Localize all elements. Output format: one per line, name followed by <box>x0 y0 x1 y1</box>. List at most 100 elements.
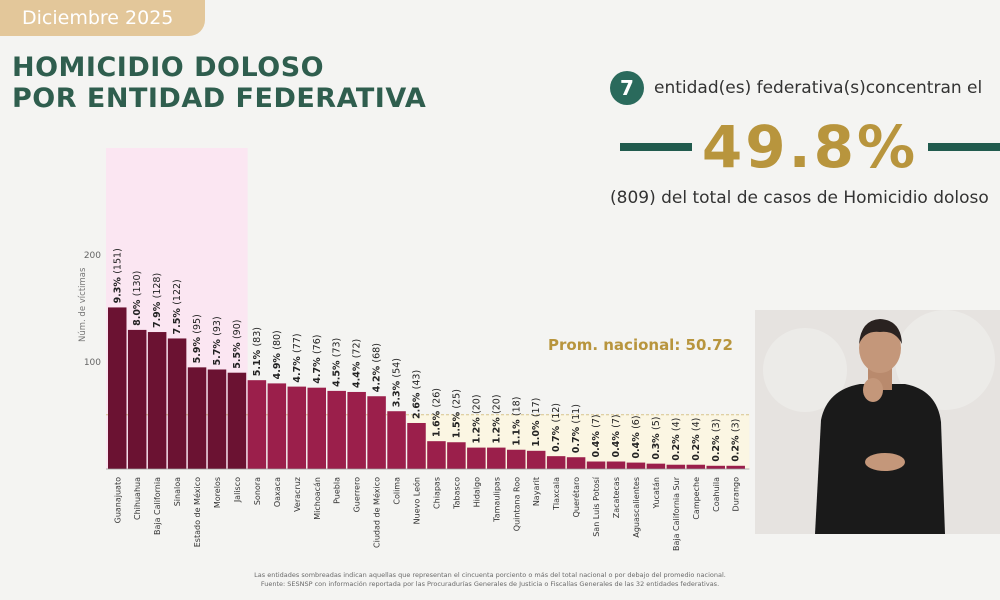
bar-percent-label: 0.2% <box>671 431 682 461</box>
bar <box>427 441 446 469</box>
category-label: Zacatecas <box>612 477 621 518</box>
y-tick-label: 200 <box>84 251 101 261</box>
source-note: Las entidades sombreadas indican aquella… <box>210 571 770 589</box>
bar-percent-label: 2.6% <box>412 389 423 419</box>
bar-data-label: 1.1% (18) <box>511 397 522 446</box>
page-title-line-1: HOMICIDIO DOLOSO <box>12 52 325 83</box>
bar-percent-label: 4.2% <box>372 363 383 393</box>
bar-count-label: (17) <box>531 398 542 418</box>
bar <box>287 386 307 469</box>
page-title: HOMICIDIO DOLOSO POR ENTIDAD FEDERATIVA <box>12 52 426 114</box>
category-label: Estado de México <box>192 477 202 547</box>
bar-data-label: 5.7% (93) <box>212 316 223 365</box>
category-label: San Luis Potosí <box>592 476 601 537</box>
category-label: Oaxaca <box>273 477 282 507</box>
bar-count-label: (130) <box>132 271 143 297</box>
bar-data-label: 0.2% (3) <box>711 419 722 462</box>
concentration-percent: 49.8% <box>701 113 919 181</box>
bar <box>247 380 267 469</box>
bar-percent-label: 9.3% <box>112 274 123 304</box>
category-label: Puebla <box>333 477 342 504</box>
bar-data-label: 1.6% (26) <box>431 388 442 437</box>
bar-data-label: 1.2% (20) <box>491 394 502 443</box>
category-label: Querétaro <box>571 477 581 517</box>
bar-data-label: 0.2% (4) <box>671 418 682 461</box>
category-label: Guanajuato <box>113 477 122 523</box>
bar-data-label: 0.4% (7) <box>611 414 622 457</box>
sign-language-interpreter-inset <box>755 310 1000 534</box>
bar-percent-label: 1.6% <box>431 408 442 438</box>
bar <box>706 465 725 469</box>
category-label: Hidalgo <box>472 477 481 508</box>
bar-percent-label: 0.7% <box>551 423 562 453</box>
category-label: Tlaxcala <box>552 477 561 511</box>
source-note-line-1: Las entidades sombreadas indican aquella… <box>254 571 726 579</box>
category-label: Ciudad de México <box>372 477 382 548</box>
y-axis-label: Núm. de víctimas <box>78 267 88 342</box>
bar-count-label: (3) <box>711 419 722 432</box>
category-label: Sonora <box>253 477 262 505</box>
bar-count-label: (95) <box>192 314 203 334</box>
bar-percent-label: 0.2% <box>711 432 722 462</box>
bar <box>726 465 745 469</box>
bar-percent-label: 0.2% <box>731 432 742 462</box>
decorative-line-right <box>928 143 1000 151</box>
bar-count-label: (77) <box>292 333 303 353</box>
homicide-bar-chart: Prom. nacional: 50.72 100 200 Núm. de vícti… <box>78 148 750 551</box>
bar-percent-label: 4.9% <box>272 350 283 380</box>
bar-data-label: 4.5% (73) <box>332 338 343 387</box>
bar-percent-label: 0.4% <box>591 428 602 458</box>
category-label: Veracruz <box>293 477 302 512</box>
bar-percent-label: 5.5% <box>232 339 243 369</box>
bar-data-label: 1.0% (17) <box>531 398 542 447</box>
bar-count-label: (20) <box>471 394 482 414</box>
bar-count-label: (7) <box>611 414 622 427</box>
source-note-line-2: Fuente: SESNSP con información reportada… <box>260 580 720 588</box>
bar <box>507 449 526 469</box>
bar-data-label: 0.4% (7) <box>591 414 602 457</box>
bar-data-label: 4.4% (72) <box>352 339 363 388</box>
summary-line: 7 entidad(es) federativa(s)concentran el <box>610 70 982 106</box>
category-label: Durango <box>732 477 741 512</box>
category-label: Tamaulipas <box>492 477 501 523</box>
average-label: Prom. nacional: 50.72 <box>548 336 733 354</box>
category-label: Yucatán <box>652 477 661 509</box>
bar <box>327 390 346 469</box>
bar-count-label: (93) <box>212 316 223 336</box>
decorative-line-left <box>620 143 692 151</box>
bar-count-label: (4) <box>671 418 682 431</box>
bar-data-label: 5.9% (95) <box>192 314 203 363</box>
bar <box>546 456 566 469</box>
bar <box>666 464 686 469</box>
bar-percent-label: 4.4% <box>352 358 363 388</box>
category-label: Aguascalientes <box>632 477 641 538</box>
bar <box>127 329 147 469</box>
bar-count-label: (73) <box>332 338 343 358</box>
bar-data-label: 2.6% (43) <box>412 370 423 419</box>
bar-count-label: (90) <box>232 320 243 340</box>
bar-data-label: 0.7% (12) <box>551 403 562 452</box>
bar <box>227 372 247 469</box>
category-label: Quintana Roo <box>512 477 521 531</box>
bar <box>207 369 227 469</box>
bar-percent-label: 1.2% <box>491 414 502 444</box>
bar-count-label: (4) <box>691 418 702 431</box>
bar-count-label: (18) <box>511 397 522 417</box>
bar <box>307 387 326 469</box>
bar-count-label: (43) <box>412 370 423 390</box>
page-title-line-2: POR ENTIDAD FEDERATIVA <box>12 83 427 114</box>
category-label: Baja California <box>153 477 162 535</box>
bar-count-label: (80) <box>272 330 283 350</box>
bar <box>108 307 127 469</box>
bar <box>387 411 406 469</box>
bar-percent-label: 5.7% <box>212 336 223 366</box>
bar-percent-label: 4.7% <box>312 354 323 384</box>
bar-data-label: 0.4% (6) <box>631 415 642 458</box>
bar-data-label: 0.2% (4) <box>691 418 702 461</box>
category-label: Michoacán <box>313 477 322 520</box>
y-tick-label: 100 <box>84 358 101 368</box>
bar-percent-label: 7.9% <box>152 298 163 328</box>
bar-data-label: 5.1% (83) <box>252 327 263 376</box>
bar <box>267 383 287 469</box>
bar-percent-label: 0.7% <box>571 424 582 454</box>
